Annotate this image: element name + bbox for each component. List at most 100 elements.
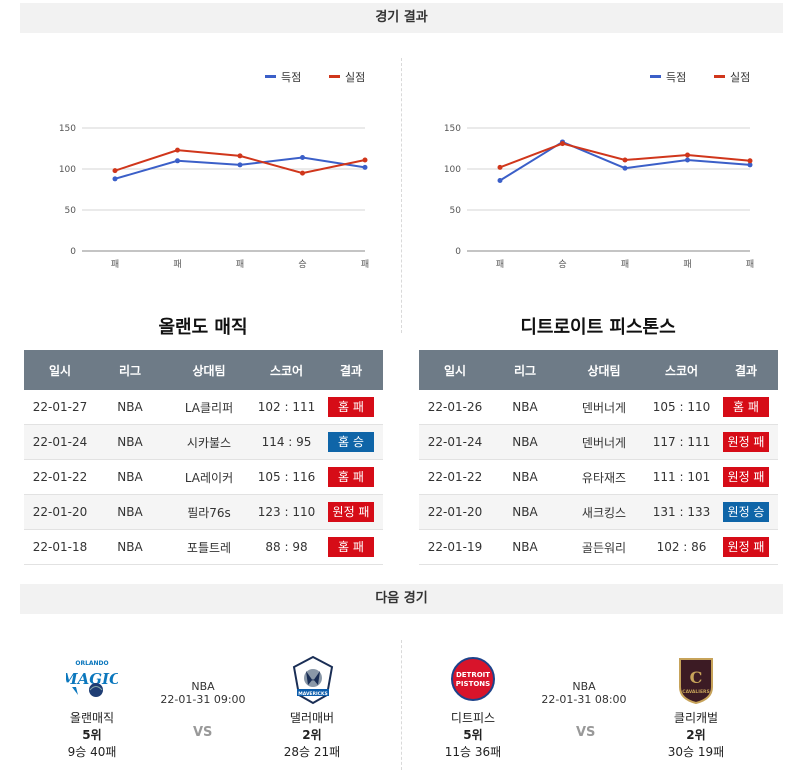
cell-score: 102 : 86 — [649, 529, 714, 565]
cell-opponent: 덴버너게 — [559, 424, 649, 460]
cell-date: 22-01-27 — [24, 390, 96, 425]
table-row: 22-01-18 NBA 포틀트레 88 : 98 홈 패 — [24, 529, 383, 565]
orlando-logo-text: ORLANDO — [75, 660, 108, 667]
table-row: 22-01-24 NBA 시카불스 114 : 95 홈 승 — [24, 424, 383, 460]
cell-league: NBA — [96, 529, 164, 565]
team-title-detroit: 디트로이트 피스톤스 — [520, 317, 676, 338]
results-table-orlando: 일시 리그 상대팀 스코어 결과 22-01-27 NBA LA클리퍼 102 : 111 홈 … — [24, 350, 383, 565]
x-tick-label: 패 — [236, 259, 244, 270]
cell-result: 홈 패 — [319, 390, 383, 425]
table-row: 22-01-20 NBA 새크킹스 131 : 133 원정 승 — [419, 494, 778, 530]
data-point — [112, 168, 118, 174]
data-point — [622, 157, 628, 163]
data-point — [747, 158, 753, 164]
data-point — [362, 157, 368, 163]
line-chart-svg: 0 50 100 150 패 패 패 승 패 득점 실점 — [59, 71, 369, 270]
legend-swatch — [265, 75, 276, 78]
result-badge: 원정 패 — [723, 467, 769, 487]
cell-score: 102 : 111 — [254, 390, 319, 425]
detroit-pistons-logo: DETROIT PISTONS — [450, 656, 496, 706]
next-game-2-info: NBA 22-01-31 08:00 — [539, 680, 629, 706]
data-point — [747, 162, 753, 168]
cell-result: 홈 승 — [319, 424, 383, 460]
data-point — [237, 162, 243, 168]
game-datetime: 22-01-31 09:00 — [160, 693, 246, 706]
data-point — [300, 155, 305, 161]
result-badge: 원정 패 — [328, 502, 374, 522]
cell-league: NBA — [96, 390, 164, 425]
chart-orlando: 0 50 100 150 패 패 패 승 패 득점 실점 — [20, 60, 380, 280]
team-name: 클리캐벌 — [673, 711, 719, 725]
data-point — [175, 158, 180, 164]
team-name: 올랜매직 — [69, 711, 115, 725]
x-tick-label: 패 — [361, 259, 369, 270]
league-label: NBA — [191, 680, 215, 693]
result-badge: 홈 패 — [328, 467, 374, 487]
cell-date: 22-01-22 — [24, 459, 96, 495]
cell-opponent: 필라76s — [164, 494, 254, 530]
table-row: 22-01-24 NBA 덴버너게 117 : 111 원정 패 — [419, 424, 778, 460]
column-header: 일시 — [419, 350, 491, 390]
cell-result: 원정 패 — [319, 494, 383, 530]
data-point — [112, 176, 118, 182]
cell-result: 원정 패 — [714, 459, 778, 495]
result-badge: 원정 패 — [723, 432, 769, 452]
cell-league: NBA — [96, 424, 164, 460]
table-row: 22-01-19 NBA 골든워리 102 : 86 원정 패 — [419, 529, 778, 565]
column-header: 상대팀 — [164, 350, 254, 390]
cell-score: 105 : 110 — [649, 390, 714, 425]
cell-opponent: 유타재즈 — [559, 459, 649, 495]
vs-label: VS — [193, 725, 213, 740]
x-tick-label: 패 — [621, 259, 629, 270]
result-badge: 홈 패 — [328, 537, 374, 557]
cell-opponent: 새크킹스 — [559, 494, 649, 530]
legend-label: 득점 — [666, 71, 686, 84]
result-badge: 원정 승 — [723, 502, 769, 522]
cleveland-cavaliers-logo: C CAVALIERS — [676, 655, 716, 709]
cell-league: NBA — [491, 529, 559, 565]
cell-score: 114 : 95 — [254, 424, 319, 460]
column-header: 일시 — [24, 350, 96, 390]
column-header: 스코어 — [254, 350, 319, 390]
column-header: 결과 — [319, 350, 383, 390]
table-row: 22-01-26 NBA 덴버너게 105 : 110 홈 패 — [419, 390, 778, 425]
cell-opponent: 골든워리 — [559, 529, 649, 565]
series-line-allowed — [499, 142, 751, 169]
y-tick-label: 0 — [455, 247, 461, 257]
cell-league: NBA — [491, 459, 559, 495]
column-header: 리그 — [96, 350, 164, 390]
y-tick-label: 150 — [59, 124, 76, 134]
team-record: 30승 19패 — [667, 745, 725, 759]
column-header: 리그 — [491, 350, 559, 390]
team-record: 9승 40패 — [67, 745, 117, 759]
legend-label: 득점 — [281, 71, 301, 84]
cell-league: NBA — [491, 390, 559, 425]
line-chart-svg: 0 50 100 150 패 승 패 패 패 득점 실점 — [444, 71, 754, 270]
dallas-mavericks-logo: MAVERICKS — [291, 655, 335, 709]
y-tick-label: 100 — [59, 165, 76, 175]
cell-opponent: 시카불스 — [164, 424, 254, 460]
cell-result: 홈 패 — [319, 459, 383, 495]
x-tick-label: 패 — [496, 259, 504, 270]
team-rank: 5위 — [463, 728, 483, 742]
team-title-orlando: 올랜도 매직 — [158, 317, 248, 338]
column-header: 스코어 — [649, 350, 714, 390]
y-tick-label: 50 — [65, 206, 77, 216]
magic-logo-text: MAGIC — [66, 670, 118, 688]
cell-result: 원정 패 — [714, 529, 778, 565]
result-badge: 홈 승 — [328, 432, 374, 452]
table-row: 22-01-22 NBA LA레이커 105 : 116 홈 패 — [24, 459, 383, 495]
next-game-1-info: NBA 22-01-31 09:00 — [158, 680, 248, 706]
team-rank: 2위 — [302, 728, 322, 742]
orlando-magic-logo: ORLANDO MAGIC — [60, 657, 121, 707]
x-tick-label: 승 — [558, 259, 566, 270]
cell-score: 88 : 98 — [254, 529, 319, 565]
data-point — [175, 147, 180, 153]
legend-swatch — [650, 75, 661, 78]
team-record: 11승 36패 — [444, 745, 502, 759]
game-datetime: 22-01-31 08:00 — [541, 693, 627, 706]
legend-swatch — [714, 75, 725, 78]
data-point — [560, 141, 565, 147]
team-name: 디트피스 — [450, 711, 496, 725]
cell-date: 22-01-24 — [419, 424, 491, 460]
